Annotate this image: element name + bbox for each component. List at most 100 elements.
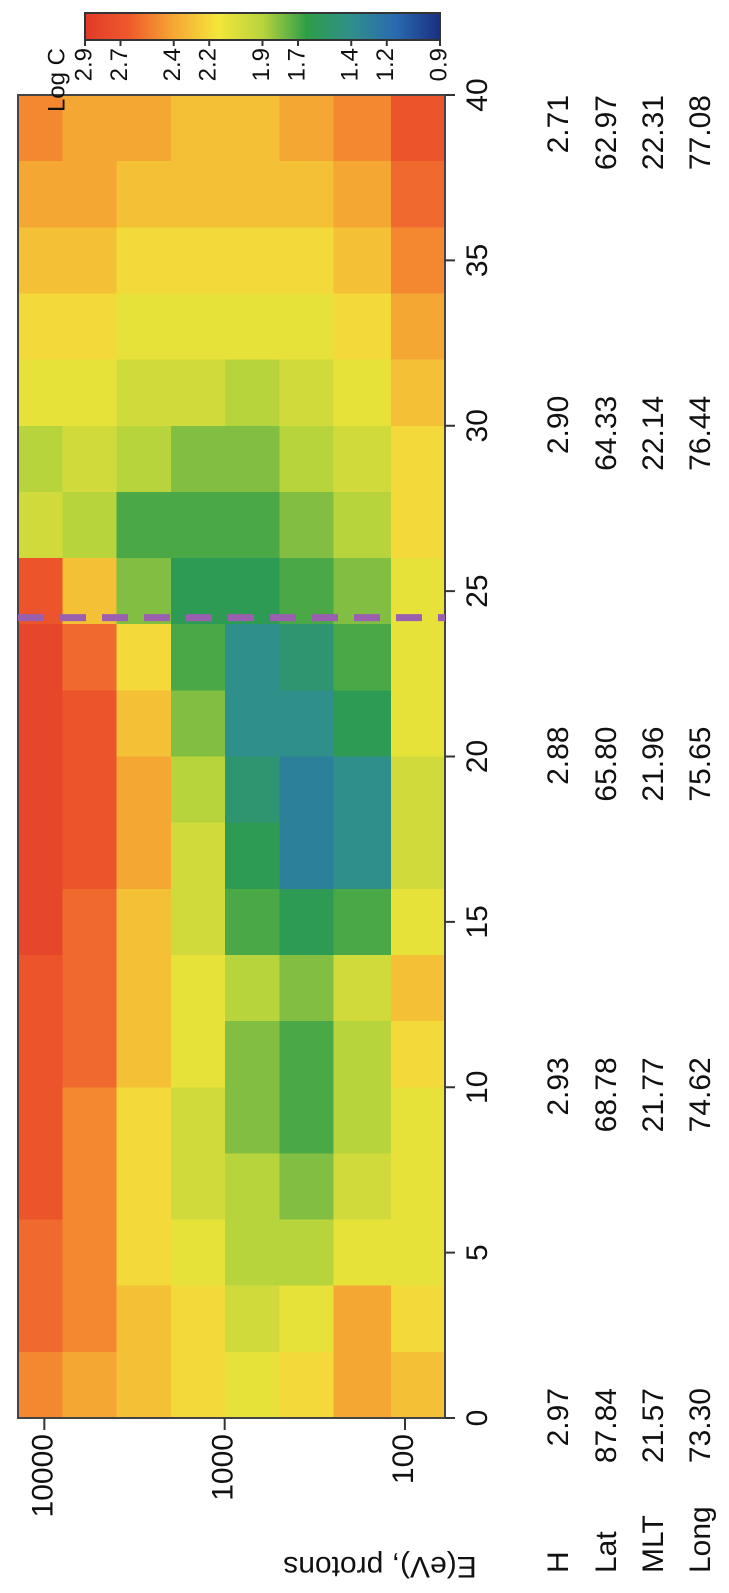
cell — [224, 822, 280, 889]
cell — [61, 1219, 117, 1286]
cell — [61, 359, 117, 426]
cell — [170, 822, 226, 889]
cell — [224, 756, 280, 823]
cell — [170, 623, 226, 691]
table-cell: 68.78 — [590, 1057, 623, 1132]
table-row-label: Lat — [590, 1531, 623, 1573]
cell — [333, 491, 392, 559]
table-cell: 77.08 — [684, 95, 717, 170]
cell — [18, 491, 63, 559]
cell — [390, 557, 446, 625]
cell — [278, 425, 334, 492]
table-cell: 21.96 — [637, 727, 670, 802]
cell — [278, 756, 334, 823]
table-cell: 76.44 — [684, 396, 717, 471]
table-cell: 65.80 — [590, 727, 623, 802]
cell — [224, 1086, 280, 1154]
cell — [18, 359, 63, 426]
cell — [61, 756, 117, 823]
cell — [18, 1285, 63, 1352]
y-tick-label: 1000 — [207, 1434, 240, 1501]
y-tick-label: 10000 — [26, 1434, 59, 1517]
table-cell: 21.77 — [637, 1057, 670, 1132]
cell — [390, 756, 446, 823]
cell — [333, 1020, 392, 1088]
cell — [18, 822, 63, 889]
cell — [390, 1152, 446, 1220]
cell — [61, 491, 117, 559]
cell — [61, 1020, 117, 1088]
cell — [116, 292, 171, 360]
cell — [116, 557, 171, 625]
cell — [116, 888, 171, 955]
cell — [390, 1351, 446, 1418]
y-axis-label: E(eV), protons — [283, 1550, 476, 1583]
color-bar-gradient — [84, 12, 441, 41]
cell — [170, 292, 226, 360]
color-bar-tick-label: 2.4 — [159, 48, 186, 81]
cell — [333, 1219, 392, 1286]
cell — [278, 1152, 334, 1220]
y-tick-label: 100 — [387, 1434, 420, 1484]
table-cell: 21.57 — [637, 1388, 670, 1463]
cell — [18, 756, 63, 823]
cell — [18, 94, 63, 162]
cell — [170, 888, 226, 955]
cell — [170, 1351, 226, 1418]
cell — [224, 94, 280, 162]
table-cell: 22.31 — [637, 95, 670, 170]
cell — [170, 491, 226, 559]
cell — [333, 689, 392, 757]
color-bar-label: Log C — [43, 48, 70, 112]
cell — [170, 425, 226, 492]
cell — [333, 292, 392, 360]
table-cell: 22.14 — [637, 396, 670, 471]
color-bar-tick-label: 1.7 — [283, 48, 310, 81]
cell — [18, 226, 63, 294]
color-bar-tick-label: 1.4 — [337, 48, 364, 81]
cell — [18, 623, 63, 691]
cell — [170, 756, 226, 823]
cell — [390, 1219, 446, 1286]
cell — [61, 623, 117, 691]
table-cell: 2.93 — [542, 1057, 575, 1115]
cell — [224, 1351, 280, 1418]
x-tick-label: 30 — [461, 409, 494, 442]
cell — [61, 888, 117, 955]
cell — [224, 623, 280, 691]
cell — [390, 623, 446, 691]
cell — [224, 359, 280, 426]
cell — [170, 954, 226, 1022]
cell — [18, 292, 63, 360]
table-cell: 62.97 — [590, 95, 623, 170]
cell — [116, 623, 171, 691]
cell — [116, 160, 171, 228]
cell — [61, 1086, 117, 1154]
cell — [170, 1219, 226, 1286]
table-row-label: Long — [684, 1506, 717, 1573]
cell — [278, 1020, 334, 1088]
cell — [333, 1152, 392, 1220]
cell — [116, 1152, 171, 1220]
cell — [61, 557, 117, 625]
cell — [224, 226, 280, 294]
cell — [18, 1351, 63, 1418]
cell — [224, 425, 280, 492]
cell — [278, 954, 334, 1022]
cell — [170, 689, 226, 757]
cell — [333, 1351, 392, 1418]
cell — [333, 954, 392, 1022]
cell — [390, 954, 446, 1022]
cell — [333, 557, 392, 625]
cell — [333, 94, 392, 162]
cell — [390, 160, 446, 228]
table-cell: 75.65 — [684, 727, 717, 802]
cell — [390, 292, 446, 360]
x-tick-label: 25 — [461, 574, 494, 607]
cell — [224, 1020, 280, 1088]
cell — [170, 1152, 226, 1220]
cell — [18, 1152, 63, 1220]
cell — [170, 1020, 226, 1088]
cell — [116, 1086, 171, 1154]
